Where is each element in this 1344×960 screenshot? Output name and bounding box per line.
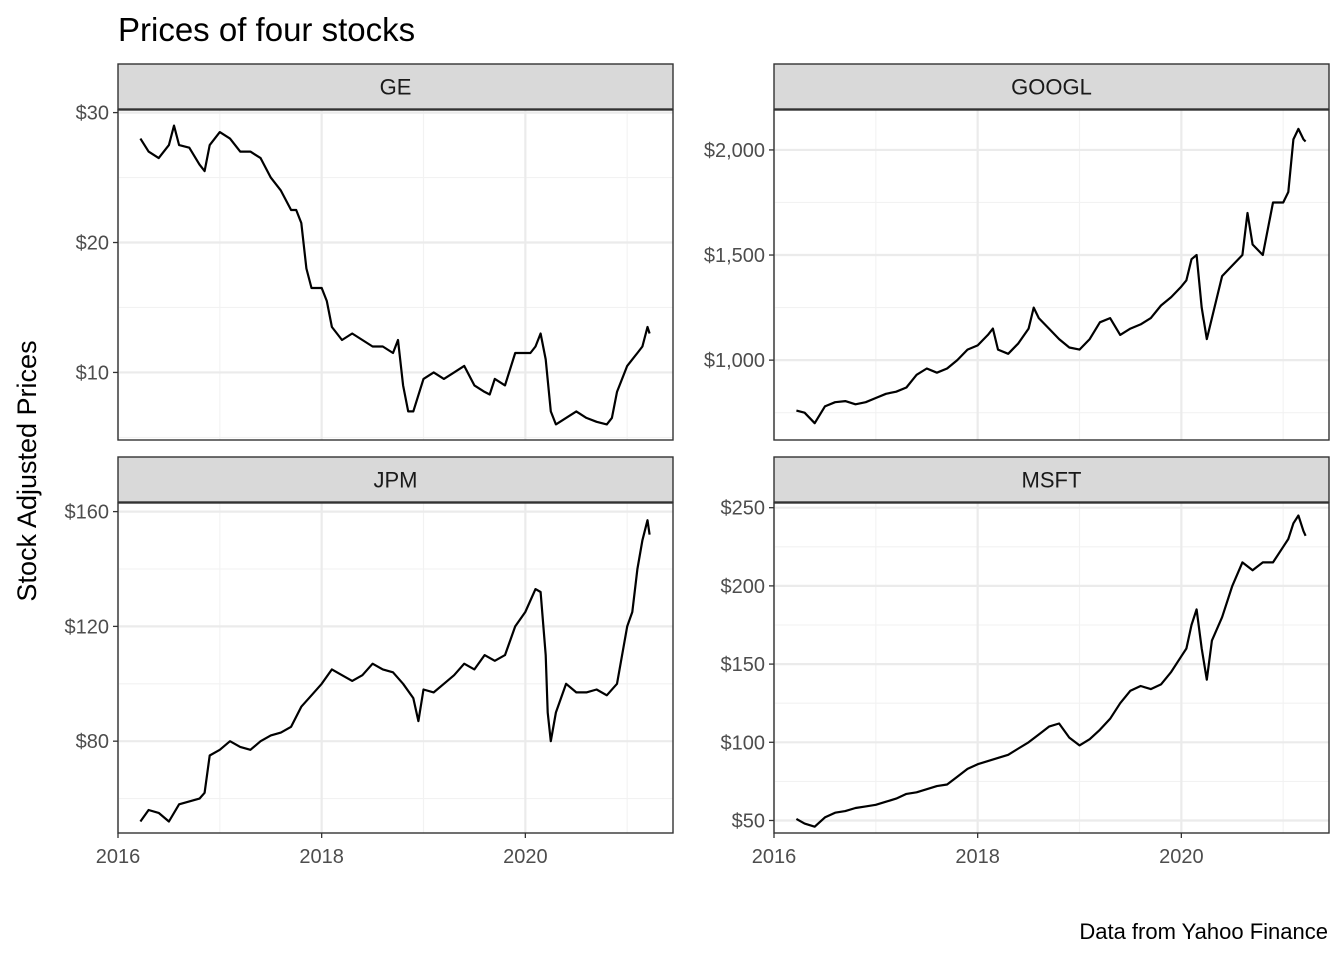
y-tick-label: $100 [721,732,766,754]
y-tick-label: $150 [721,654,766,676]
y-tick-label: $80 [76,731,109,753]
facet-strip-label: JPM [374,468,418,493]
x-tick-label: 2016 [752,846,797,868]
panel-background [118,110,673,440]
panel-border [773,109,1330,441]
facet-strip [117,63,674,110]
y-axis-title: Stock Adjusted Prices [12,340,42,601]
x-tick-label: 2016 [96,846,141,868]
facet-strip-label: GOOGL [1011,75,1092,100]
y-tick-label: $2,000 [704,140,765,162]
panel-border [117,109,674,441]
x-tick-label: 2020 [1159,846,1204,868]
y-tick-label: $1,500 [704,245,765,267]
series-line-googl [796,127,1307,425]
series-line-ge [139,124,651,426]
panel-background [118,503,673,833]
y-tick-label: $250 [721,498,766,520]
y-tick-label: $30 [76,103,109,125]
facet-strip-label: GE [380,75,412,100]
x-tick-label: 2020 [503,846,548,868]
facet-strip [773,456,1330,503]
panel-msft: MSFT $50 $100 $150 $200 $250 2016 2018 2020 [721,456,1330,868]
y-tick-label: $200 [721,576,766,598]
facet-panels: GE $10 $20 $30 GOOGL $1,000 $1,500 $2,000 JPM $80… [65,63,1330,868]
y-tick-label: $160 [65,502,110,524]
panel-jpm: JPM $80 $120 $160 2016 2018 2020 [65,456,674,868]
panel-background [774,503,1329,833]
panel-ge: GE $10 $20 $30 [76,63,674,441]
facet-strip-label: MSFT [1022,468,1082,493]
chart-caption: Data from Yahoo Finance [1079,919,1328,944]
facet-strip [773,63,1330,110]
y-tick-label: $1,000 [704,350,765,372]
y-tick-label: $10 [76,362,109,384]
y-tick-label: $120 [65,616,110,638]
series-line-msft [795,514,1307,828]
panel-googl: GOOGL $1,000 $1,500 $2,000 [704,63,1330,441]
panel-border [117,502,674,834]
panel-background [774,110,1329,440]
y-tick-label: $20 [76,233,109,255]
facet-strip [117,456,674,503]
x-tick-label: 2018 [299,846,344,868]
x-tick-label: 2018 [955,846,1000,868]
chart-title: Prices of four stocks [118,11,415,48]
y-tick-label: $50 [732,810,765,832]
panel-border [773,502,1330,834]
series-line-jpm [139,519,651,823]
